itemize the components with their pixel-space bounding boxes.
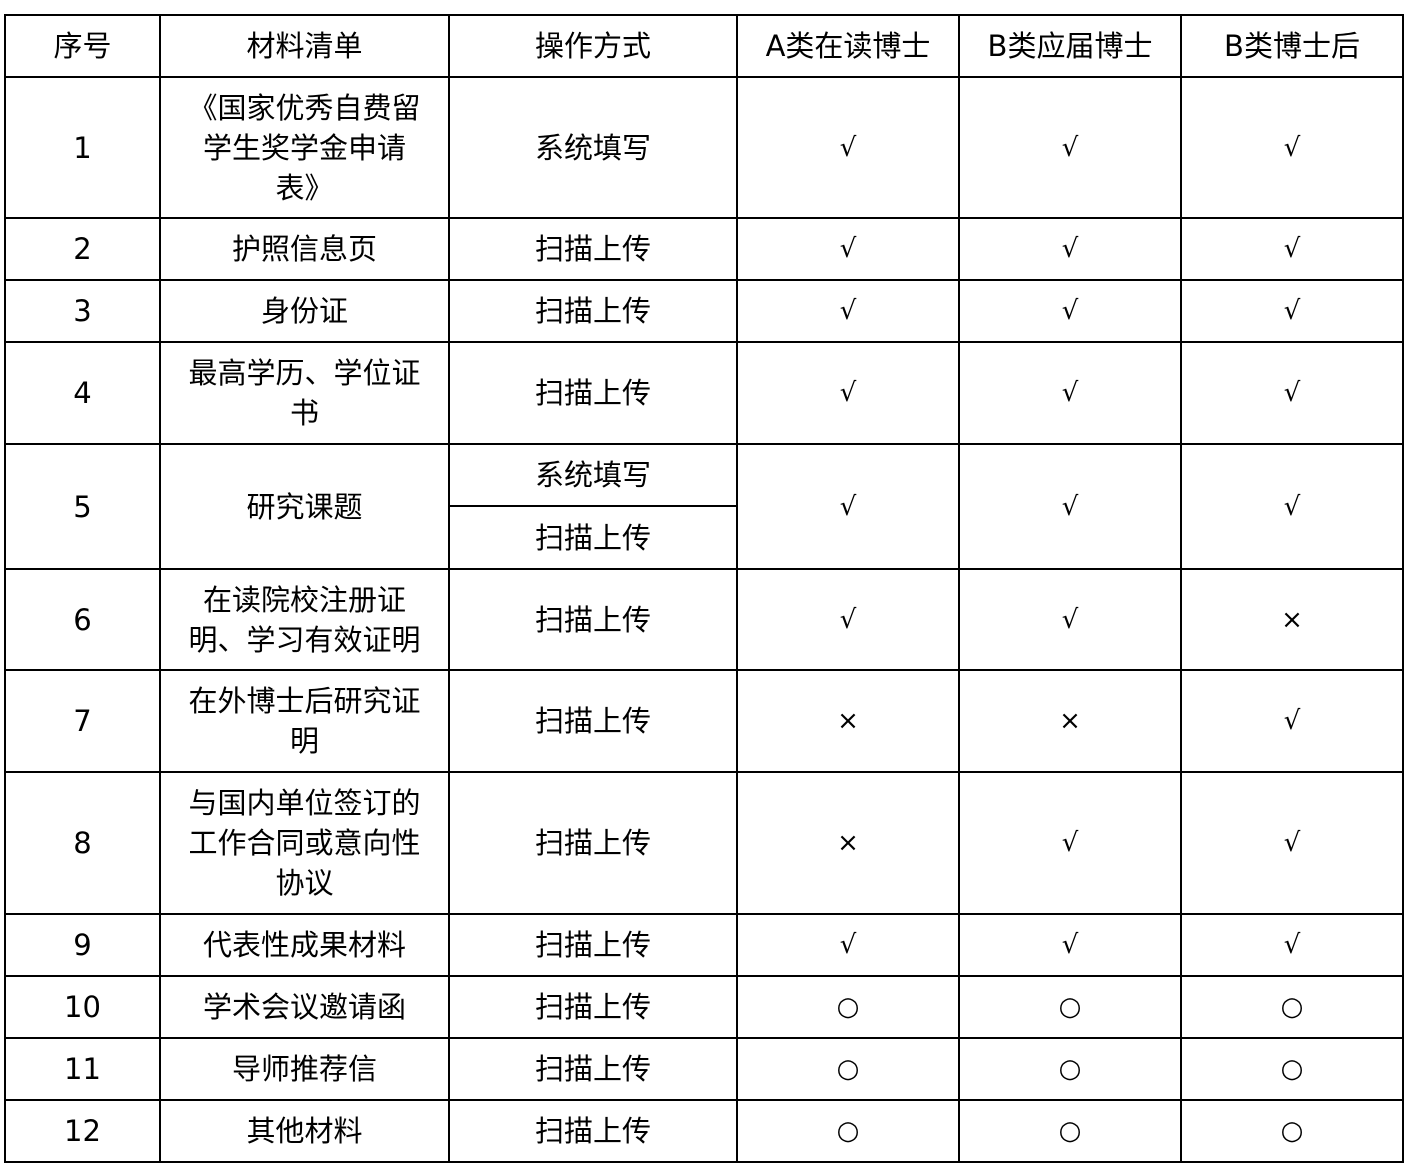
a-phd-mark: √ xyxy=(736,341,960,445)
table-row: 6 在读院校注册证 明、学习有效证明 扫描上传 √ √ × xyxy=(4,568,1404,671)
a-phd-mark: × xyxy=(736,669,960,773)
a-phd-mark: √ xyxy=(736,443,960,570)
operation-method: 扫描上传 xyxy=(448,279,738,343)
b-postdoc-mark: ○ xyxy=(1180,1037,1404,1101)
table-row: 11 导师推荐信 扫描上传 ○ ○ ○ xyxy=(4,1037,1404,1101)
b-phd-mark: ○ xyxy=(958,1037,1182,1101)
a-phd-mark: ○ xyxy=(736,1037,960,1101)
row-number: 12 xyxy=(4,1099,161,1163)
operation-method: 扫描上传 xyxy=(448,505,738,570)
a-phd-mark: √ xyxy=(736,568,960,671)
b-postdoc-mark: √ xyxy=(1180,76,1404,219)
header-material: 材料清单 xyxy=(159,14,450,78)
a-phd-mark: √ xyxy=(736,913,960,977)
material-name: 其他材料 xyxy=(159,1099,450,1163)
operation-method: 扫描上传 xyxy=(448,568,738,671)
operation-method: 扫描上传 xyxy=(448,341,738,445)
material-name: 在外博士后研究证 明 xyxy=(159,669,450,773)
b-phd-mark: √ xyxy=(958,341,1182,445)
operation-method: 扫描上传 xyxy=(448,913,738,977)
b-phd-mark: √ xyxy=(958,771,1182,915)
b-postdoc-mark: √ xyxy=(1180,913,1404,977)
material-name: 与国内单位签订的 工作合同或意向性 协议 xyxy=(159,771,450,915)
header-a-phd: A类在读博士 xyxy=(736,14,960,78)
material-name: 最高学历、学位证 书 xyxy=(159,341,450,445)
header-method: 操作方式 xyxy=(448,14,738,78)
b-postdoc-mark: ○ xyxy=(1180,1099,1404,1163)
table-row: 9 代表性成果材料 扫描上传 √ √ √ xyxy=(4,913,1404,977)
b-postdoc-mark: √ xyxy=(1180,771,1404,915)
material-name: 研究课题 xyxy=(159,443,450,570)
table-row: 10 学术会议邀请函 扫描上传 ○ ○ ○ xyxy=(4,975,1404,1039)
table-row: 1 《国家优秀自费留 学生奖学金申请 表》 系统填写 √ √ √ xyxy=(4,76,1404,219)
a-phd-mark: √ xyxy=(736,76,960,219)
operation-method: 扫描上传 xyxy=(448,771,738,915)
a-phd-mark: ○ xyxy=(736,975,960,1039)
row-number: 1 xyxy=(4,76,161,219)
operation-method: 系统填写 xyxy=(448,76,738,219)
table-row: 4 最高学历、学位证 书扫描上传 √ √ √ xyxy=(4,341,1404,445)
row-number: 3 xyxy=(4,279,161,343)
material-name: 学术会议邀请函 xyxy=(159,975,450,1039)
a-phd-mark: × xyxy=(736,771,960,915)
row-number: 6 xyxy=(4,568,161,671)
a-phd-mark: ○ xyxy=(736,1099,960,1163)
a-phd-mark: √ xyxy=(736,217,960,281)
row-number: 2 xyxy=(4,217,161,281)
b-postdoc-mark: √ xyxy=(1180,443,1404,570)
operation-method: 扫描上传 xyxy=(448,975,738,1039)
b-postdoc-mark: ○ xyxy=(1180,975,1404,1039)
operation-method: 扫描上传 xyxy=(448,217,738,281)
material-name: 《国家优秀自费留 学生奖学金申请 表》 xyxy=(159,76,450,219)
b-phd-mark: √ xyxy=(958,443,1182,570)
b-phd-mark: √ xyxy=(958,76,1182,219)
header-no: 序号 xyxy=(4,14,161,78)
b-phd-mark: ○ xyxy=(958,1099,1182,1163)
table-row: 3 身份证 扫描上传 √ √ √ xyxy=(4,279,1404,343)
table-row: 2 护照信息页 扫描上传 √ √ √ xyxy=(4,217,1404,281)
materials-table: 序号 材料清单 操作方式 A类在读博士 B类应届博士 B类博士后 1 《国家优秀自… xyxy=(4,14,1404,1163)
b-phd-mark: ○ xyxy=(958,975,1182,1039)
material-name: 导师推荐信 xyxy=(159,1037,450,1101)
row-number: 7 xyxy=(4,669,161,773)
operation-method: 扫描上传 xyxy=(448,1099,738,1163)
table-row: 5 研究课题 系统填写 √ √ √ xyxy=(4,443,1404,570)
material-name: 在读院校注册证 明、学习有效证明 xyxy=(159,568,450,671)
header-b-postdoc: B类博士后 xyxy=(1180,14,1404,78)
b-phd-mark: √ xyxy=(958,217,1182,281)
row-number: 9 xyxy=(4,913,161,977)
operation-method: 扫描上传 xyxy=(448,1037,738,1101)
b-phd-mark: √ xyxy=(958,913,1182,977)
table-row: 12 其他材料 扫描上传 ○ ○ ○ xyxy=(4,1099,1404,1163)
header-b-phd: B类应届博士 xyxy=(958,14,1182,78)
b-postdoc-mark: √ xyxy=(1180,279,1404,343)
b-postdoc-mark: √ xyxy=(1180,341,1404,445)
material-name: 代表性成果材料 xyxy=(159,913,450,977)
row-number: 8 xyxy=(4,771,161,915)
b-phd-mark: × xyxy=(958,669,1182,773)
table-row: 8 与国内单位签订的 工作合同或意向性 协议 扫描上传 × √ √ xyxy=(4,771,1404,915)
b-phd-mark: √ xyxy=(958,568,1182,671)
table-row: 7 在外博士后研究证 明扫描上传 × × √ xyxy=(4,669,1404,773)
operation-method: 扫描上传 xyxy=(448,669,738,773)
row-number: 4 xyxy=(4,341,161,445)
row-number: 5 xyxy=(4,443,161,570)
row-number: 11 xyxy=(4,1037,161,1101)
table-subrow: 扫描上传 xyxy=(5,505,1403,570)
b-postdoc-mark: √ xyxy=(1180,669,1404,773)
a-phd-mark: √ xyxy=(736,279,960,343)
material-name: 护照信息页 xyxy=(159,217,450,281)
row-number: 10 xyxy=(4,975,161,1039)
b-postdoc-mark: √ xyxy=(1180,217,1404,281)
operation-method: 系统填写 xyxy=(448,443,738,507)
material-name: 身份证 xyxy=(159,279,450,343)
header-row: 序号 材料清单 操作方式 A类在读博士 B类应届博士 B类博士后 xyxy=(4,14,1404,78)
b-phd-mark: √ xyxy=(958,279,1182,343)
b-postdoc-mark: × xyxy=(1180,568,1404,671)
